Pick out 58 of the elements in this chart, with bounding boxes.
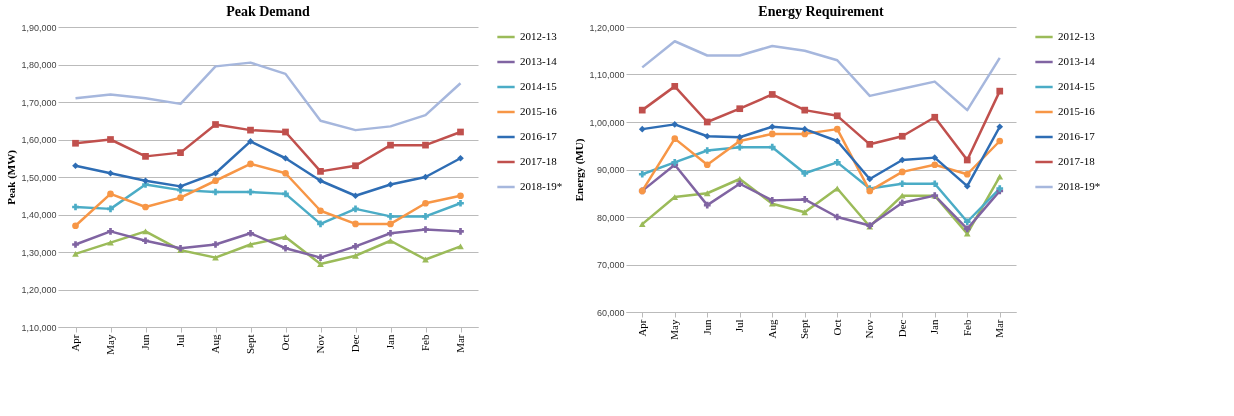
legend-label: 2016-17 [1058,130,1096,142]
x-tick-label: Dec [349,334,361,353]
y-tick-label: 1,20,000 [21,285,57,295]
x-tick-label: Jun [139,334,151,350]
y-tick-label: 1,80,000 [21,60,57,70]
x-tick-label: Jul [174,334,186,348]
x-tick-label: Jan [928,319,941,335]
x-tick-label: Mar [993,319,1006,338]
y-tick-label: 1,30,000 [21,247,57,258]
legend-label: 2014-15 [520,80,558,92]
x-tick-label: Jan [384,334,396,350]
legend-label: 2012-13 [520,30,558,42]
x-tick-label: Apr [69,334,81,352]
x-tick-label: Jun [700,319,713,335]
x-tick-label: Nov [863,319,876,339]
x-tick-label: Oct [830,319,843,336]
x-tick-label: Apr [635,319,648,337]
legend-label: 2013-14 [520,55,558,67]
y-tick-label: 70,000 [596,260,625,270]
legend-label: 2018-19* [1058,180,1101,192]
legend-label: 2012-13 [1058,30,1096,42]
legend-label: 2015-16 [1058,105,1096,117]
y-tick-label: 1,50,000 [21,172,57,183]
x-tick-label: Oct [279,334,291,351]
legend-label: 2017-18 [520,155,558,167]
y-tick-label: 1,10,000 [21,322,57,333]
y-axis-title: Peak (MW) [5,149,19,205]
x-tick-label: Feb [960,319,973,336]
y-tick-label: 1,60,000 [21,135,57,145]
y-tick-label: 1,10,000 [589,70,625,80]
x-tick-label: Mar [454,334,466,353]
y-tick-label: 60,000 [596,307,625,318]
y-axis-title: Energy (MU) [573,138,587,202]
x-tick-label: Nov [314,334,326,354]
x-tick-label: Feb [419,334,431,351]
y-tick-label: 90,000 [596,165,625,175]
x-tick-label: Sept [244,334,256,355]
x-tick-label: Aug [209,334,221,354]
legend-label: 2016-17 [520,130,558,142]
legend-label: 2018-19* [520,180,563,192]
legend-label: 2015-16 [520,105,558,117]
chart-title: Peak Demand [226,4,311,19]
legend-label: 2014-15 [1058,80,1096,92]
y-tick-label: 1,90,000 [21,22,57,33]
legend-label: 2017-18 [1058,155,1096,167]
x-tick-label: Dec [895,319,908,338]
x-tick-label: May [104,334,116,355]
y-tick-label: 1,00,000 [589,117,625,128]
y-tick-label: 1,40,000 [21,210,57,220]
x-tick-label: Sept [798,319,811,340]
y-tick-label: 1,20,000 [589,22,625,33]
x-tick-label: Aug [765,319,778,339]
x-tick-label: Jul [733,319,746,333]
legend-label: 2013-14 [1058,55,1096,67]
x-tick-label: May [668,319,681,340]
chart-title: Energy Requirement [758,4,884,19]
y-tick-label: 1,70,000 [21,97,57,108]
y-tick-label: 80,000 [596,212,625,223]
